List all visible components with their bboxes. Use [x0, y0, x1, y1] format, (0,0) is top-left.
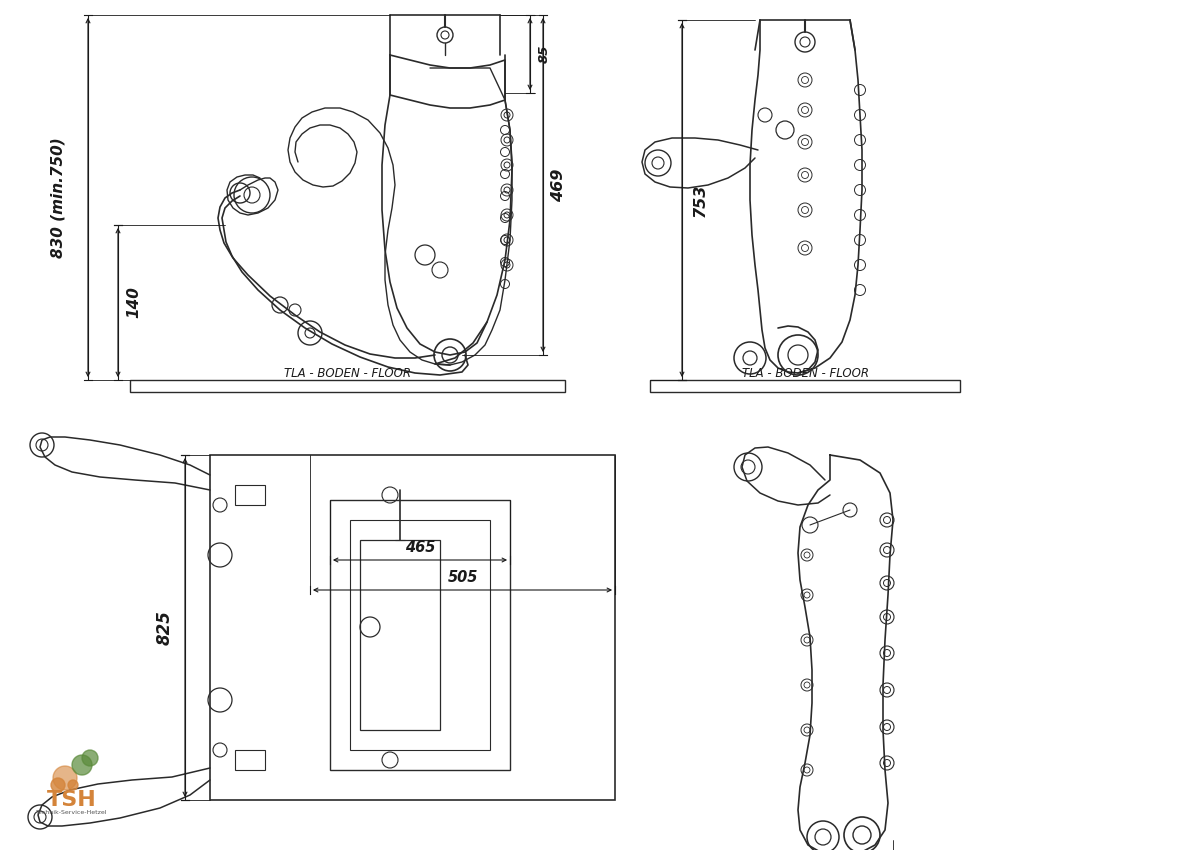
Bar [350, 520, 490, 750]
Circle shape [53, 766, 77, 790]
Text: 85: 85 [538, 45, 551, 63]
Text: 140: 140 [126, 286, 142, 319]
Text: TLA - BODEN - FLOOR: TLA - BODEN - FLOOR [283, 366, 410, 379]
Text: 469: 469 [552, 168, 566, 201]
Bar [130, 380, 565, 392]
Text: TLA - BODEN - FLOOR: TLA - BODEN - FLOOR [742, 366, 869, 379]
Bar [650, 380, 960, 392]
Text: 465: 465 [404, 541, 436, 556]
Bar [210, 455, 616, 800]
Circle shape [50, 778, 65, 792]
Bar [235, 485, 265, 505]
Bar [360, 540, 440, 730]
Circle shape [68, 780, 78, 790]
Bar [235, 750, 265, 770]
Text: 753: 753 [692, 184, 708, 217]
Circle shape [72, 755, 92, 775]
Circle shape [82, 750, 98, 766]
Text: TSH: TSH [47, 790, 97, 810]
Text: Technik-Service-Hetzel: Technik-Service-Hetzel [36, 811, 108, 815]
Text: 830 (min.750): 830 (min.750) [50, 137, 66, 258]
Text: 825: 825 [156, 610, 174, 645]
Bar [330, 500, 510, 770]
Text: 505: 505 [448, 570, 478, 586]
